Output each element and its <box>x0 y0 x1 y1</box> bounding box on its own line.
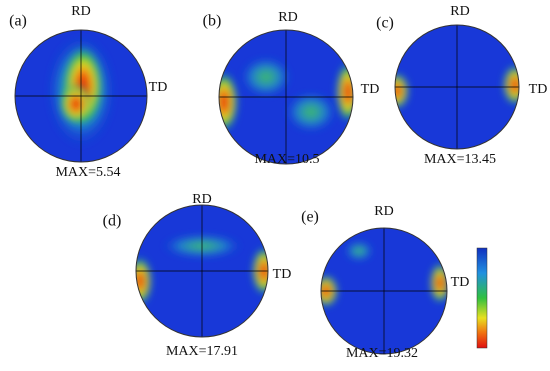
intensity-spot <box>336 62 353 122</box>
td-label: TD <box>361 82 380 97</box>
pole-figure <box>15 30 147 162</box>
td-label: TD <box>451 275 470 290</box>
td-label: TD <box>529 82 548 97</box>
pole-figure <box>136 205 268 337</box>
panel-label: (a) <box>9 13 27 30</box>
pole-outline <box>320 227 448 355</box>
max-label: MAX=5.54 <box>55 165 120 180</box>
intensity-spot <box>219 72 238 132</box>
panel-label: (d) <box>103 213 122 230</box>
color-bar <box>476 247 488 349</box>
pole-outline <box>394 24 520 150</box>
pole-outline <box>135 204 269 338</box>
rd-label: RD <box>450 4 469 19</box>
rd-label: RD <box>374 204 393 219</box>
intensity-spot <box>503 65 519 105</box>
intensity-spot <box>395 73 409 109</box>
max-label: MAX=13.45 <box>424 152 496 167</box>
pole-outline <box>218 29 354 165</box>
rd-label: RD <box>192 192 211 207</box>
rd-label: RD <box>71 4 90 19</box>
max-label: MAX=19.32 <box>346 346 418 361</box>
td-label: TD <box>149 80 168 95</box>
pole-figure <box>219 30 353 164</box>
td-label: TD <box>273 267 292 282</box>
panel-label: (b) <box>203 13 222 30</box>
max-label: MAX=10.5 <box>254 152 319 167</box>
intensity-spot <box>345 241 373 261</box>
intensity-spot <box>241 57 291 97</box>
intensity-spot <box>60 84 92 124</box>
rd-label: RD <box>278 10 297 25</box>
max-label: MAX=17.91 <box>166 344 238 359</box>
panel-label: (c) <box>376 15 394 32</box>
intensity-spot <box>136 257 152 305</box>
intensity-spot <box>286 92 336 132</box>
panel-label: (e) <box>301 209 319 226</box>
pole-figure <box>395 25 519 149</box>
pole-outline <box>14 29 148 163</box>
